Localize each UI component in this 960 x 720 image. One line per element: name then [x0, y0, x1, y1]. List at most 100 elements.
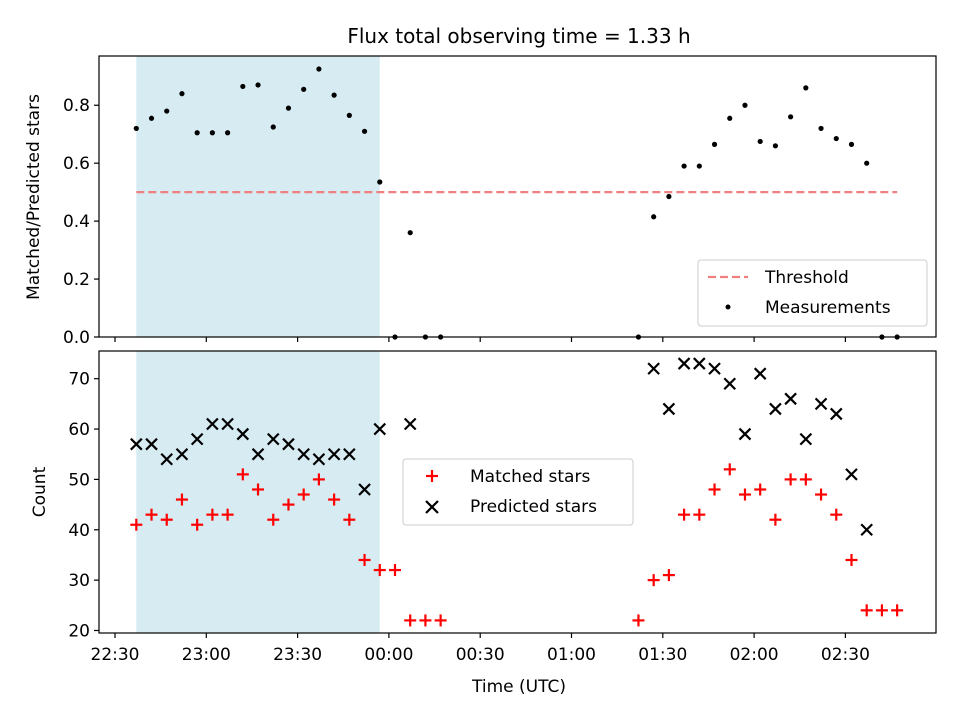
predicted-star-point [662, 402, 676, 416]
matched-star-point [845, 553, 858, 566]
measurement-point [133, 125, 139, 132]
matched-star-point [769, 513, 782, 526]
matched-star-point [175, 493, 188, 506]
x-tick-label: 02:00 [730, 645, 779, 665]
ratio-panel-y-tick-label: 0.0 [63, 328, 90, 348]
predicted-star-point [753, 367, 767, 380]
predicted-star-point [160, 452, 174, 466]
count-panel-frame [98, 350, 937, 634]
predicted-star-point [693, 357, 706, 370]
predicted-star-point [677, 357, 691, 370]
x-tick-label: 22:30 [91, 645, 140, 665]
x-tick-label: 01:30 [638, 645, 687, 665]
matched-star-point [145, 508, 158, 521]
matched-star-point [328, 493, 341, 506]
measurement-point [346, 112, 352, 118]
x-tick-label: 00:00 [364, 645, 413, 665]
chart-title: Flux total observing time = 1.33 h [347, 24, 690, 48]
matched-star-point [891, 604, 904, 617]
matched-star-point [252, 483, 265, 496]
measurement-point [316, 66, 322, 72]
measurement-point [194, 130, 200, 136]
ratio-panel-y-axis-label: Matched/Predicted stars [24, 94, 44, 300]
matched-star-point [358, 553, 371, 566]
measurement-point [179, 91, 185, 97]
predicted-star-point [190, 432, 204, 446]
measurement-point [240, 83, 246, 90]
ratio-panel-legend-box [697, 259, 928, 327]
predicted-star-point [358, 483, 371, 496]
predicted-star-point [845, 468, 858, 481]
count-panel-y-tick-label: 40 [68, 521, 90, 541]
matched-star-point [419, 614, 432, 627]
matched-star-point [312, 473, 325, 486]
x-axis-label: Time (UTC) [471, 677, 566, 697]
predicted-star-point [266, 432, 280, 446]
measurement-point [651, 214, 657, 220]
measurement-point [285, 105, 292, 111]
count-panel-y-tick-label: 60 [68, 420, 90, 440]
matched-star-point [373, 564, 386, 577]
measurement-point [255, 82, 261, 88]
measurement-point [757, 138, 763, 145]
ratio-panel: 0.00.20.40.60.8 Matched/Predicted stars … [24, 55, 937, 348]
x-tick-label: 23:00 [182, 645, 231, 665]
matched-star-point [388, 564, 401, 577]
count-panel-y-axis-label: Count [30, 466, 50, 517]
predicted-star-point [647, 362, 660, 375]
matched-star-point [343, 513, 356, 526]
predicted-star-point [130, 437, 143, 451]
predicted-star-point [860, 523, 873, 537]
matched-star-point [830, 508, 843, 521]
matched-star-point [860, 604, 873, 617]
measurement-point [742, 102, 748, 108]
measurement-point [164, 108, 170, 114]
count-panel-legend: Matched stars Predicted stars [402, 458, 634, 526]
matched-star-point [267, 513, 280, 526]
count-panel-y-tick-label: 20 [68, 621, 90, 641]
predicted-star-point [251, 447, 265, 461]
matched-star-point [693, 508, 706, 521]
predicted-star-point [708, 362, 721, 375]
measurement-point [803, 85, 809, 91]
matched-star-point [662, 569, 675, 582]
count-panel-y-tick-label: 70 [68, 370, 90, 390]
matched-star-point [282, 498, 295, 511]
matched-star-point [191, 518, 204, 531]
predicted-star-point [221, 417, 234, 431]
matched-star-point [236, 468, 249, 481]
ratio-panel-frame [98, 55, 937, 338]
predicted-star-point [799, 432, 813, 446]
legend-predicted-label: Predicted stars [470, 497, 597, 517]
matched-star-point [708, 483, 721, 496]
ratio-panel-y-tick-label: 0.8 [63, 96, 90, 116]
x-tick-label: 00:30 [456, 645, 505, 665]
matched-star-point [815, 488, 828, 501]
matched-star-point [434, 614, 447, 627]
predicted-star-point [145, 437, 158, 451]
predicted-star-point [312, 452, 326, 466]
matched-star-point [206, 508, 219, 521]
matched-star-point [647, 574, 660, 587]
ratio-panel-y-tick-label: 0.4 [63, 212, 90, 232]
count-panel-y-tick-label: 50 [68, 470, 90, 490]
matched-star-point [160, 513, 173, 526]
matched-star-point [875, 604, 888, 617]
measurement-point [833, 135, 839, 142]
predicted-star-point [814, 397, 828, 411]
predicted-star-point [282, 437, 295, 451]
measurement-point [818, 125, 824, 132]
measurement-point [407, 230, 413, 236]
matched-star-point [738, 488, 751, 501]
predicted-star-point [769, 402, 782, 416]
ratio-panel-legend: Threshold Measurements [697, 259, 928, 327]
measurement-point [361, 128, 368, 134]
measurement-point [225, 130, 231, 136]
matched-star-point [799, 473, 812, 486]
measurement-point [864, 160, 870, 166]
matched-star-point [632, 614, 645, 627]
x-tick-label: 02:30 [821, 645, 870, 665]
x-tick-label: 01:00 [547, 645, 596, 665]
legend-predicted-swatch [425, 500, 439, 514]
